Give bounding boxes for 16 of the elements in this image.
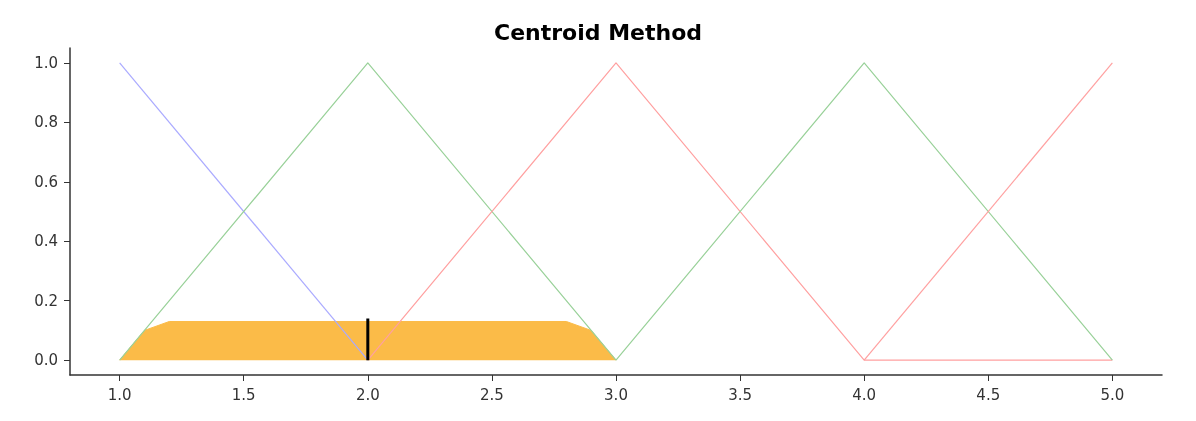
y-tick-label: 0.4 xyxy=(34,232,58,251)
y-tick-label: 0.2 xyxy=(34,291,58,310)
chart-title: Centroid Method xyxy=(493,19,703,45)
x-tick-label: 4.0 xyxy=(852,385,877,404)
y-tick-label: 0.6 xyxy=(34,172,58,191)
x-tick-label: 1.0 xyxy=(107,385,132,404)
x-tick-label: 5.0 xyxy=(1100,385,1125,404)
x-tick-label: 2.5 xyxy=(479,385,504,404)
x-tick-label: 2.0 xyxy=(355,385,380,404)
x-tick-label: 3.0 xyxy=(604,385,628,404)
y-tick-label: 1.0 xyxy=(34,53,58,72)
x-tick-label: 1.5 xyxy=(231,385,256,404)
y-tick-label: 0.0 xyxy=(34,351,58,370)
x-tick-label: 4.5 xyxy=(976,385,1001,404)
x-tick-label: 3.5 xyxy=(728,385,753,404)
y-tick-label: 0.8 xyxy=(34,113,58,132)
